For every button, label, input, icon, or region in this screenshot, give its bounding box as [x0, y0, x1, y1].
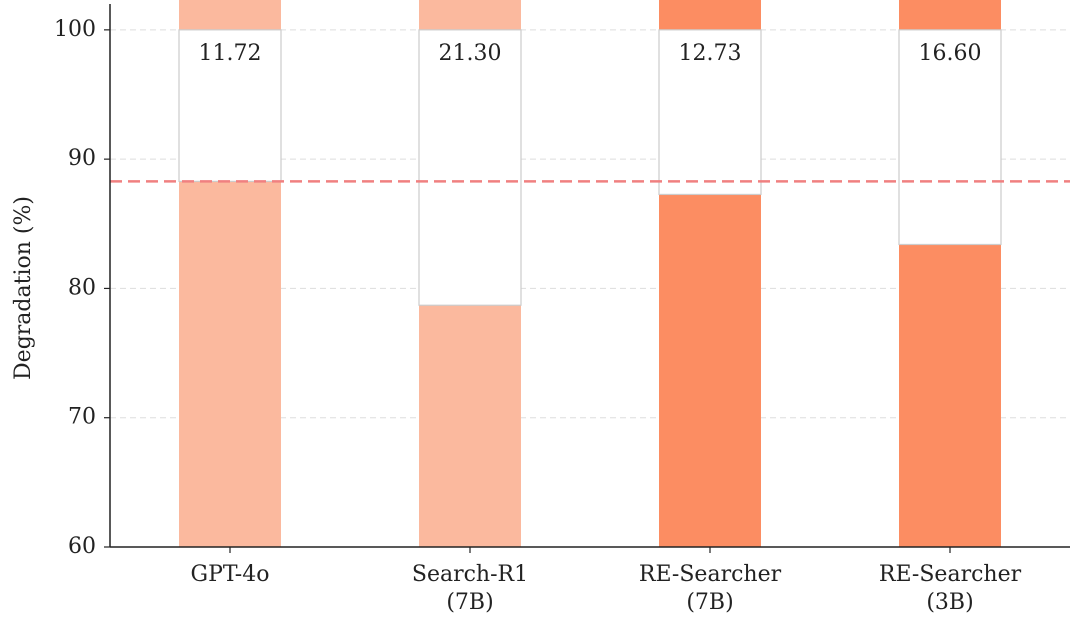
x-tick-label: RE-Searcher (7B): [639, 562, 782, 615]
bar-segment: [418, 29, 522, 306]
y-tick-label: 90: [68, 146, 96, 171]
y-tick-label: 100: [54, 17, 96, 42]
y-tick-label: 70: [68, 405, 96, 430]
x-tick-label: RE-Searcher (3B): [879, 562, 1022, 615]
x-tick-label: GPT-4o: [191, 562, 270, 587]
value-label: 11.72: [199, 41, 262, 66]
y-tick-label: 80: [68, 275, 96, 300]
value-label: 12.73: [679, 41, 742, 66]
value-label: 16.60: [919, 41, 982, 66]
x-tick-label: Search-R1 (7B): [412, 562, 528, 615]
bar-segment: [178, 29, 282, 182]
bar-segment: [898, 29, 1002, 246]
y-axis-label: Degradation (%): [11, 196, 36, 380]
y-tick-label: 60: [68, 534, 96, 559]
value-label: 21.30: [439, 41, 502, 66]
bar-segment: [658, 29, 762, 196]
